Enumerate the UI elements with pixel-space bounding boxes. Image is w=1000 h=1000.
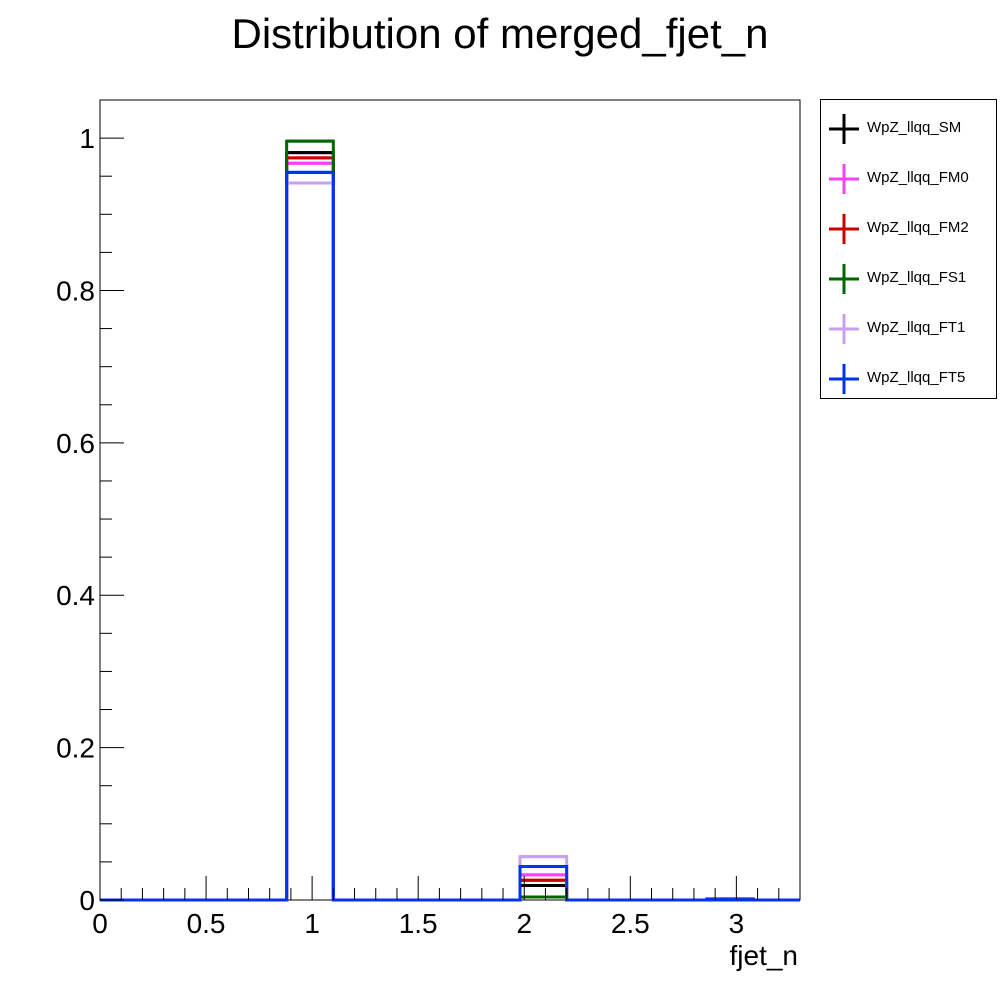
legend-label: WpZ_llqq_FT1	[867, 319, 966, 336]
series-line	[100, 170, 800, 902]
legend-marker-icon	[829, 364, 859, 394]
y-tick-label: 0	[79, 885, 95, 916]
series-line	[100, 181, 800, 902]
series-layer	[100, 139, 800, 902]
x-tick-label: 0	[92, 908, 108, 939]
legend-item: WpZ_llqq_FM2	[821, 204, 997, 254]
y-tick-label: 0.2	[56, 733, 95, 764]
legend-label: WpZ_llqq_FS1	[867, 269, 967, 286]
x-tick-label: 2	[516, 908, 532, 939]
legend-item: WpZ_llqq_FS1	[821, 254, 997, 304]
legend-marker-icon	[829, 214, 859, 244]
y-tick-label: 0.6	[56, 428, 95, 459]
legend-marker-icon	[829, 164, 859, 194]
legend-marker-icon	[829, 314, 859, 344]
series-line	[100, 139, 800, 902]
x-tick-label: 0.5	[187, 908, 226, 939]
y-tick-label: 0.8	[56, 275, 95, 306]
x-tick-label: 2.5	[611, 908, 650, 939]
series-WpZ_llqq_SM	[100, 151, 800, 902]
x-axis-title: fjet_n	[730, 940, 799, 971]
series-WpZ_llqq_FM2	[100, 156, 800, 902]
x-tick-label: 3	[729, 908, 745, 939]
y-tick-label: 0.4	[56, 580, 95, 611]
legend-marker-icon	[829, 114, 859, 144]
legend-item: WpZ_llqq_FT1	[821, 304, 997, 354]
legend-label: WpZ_llqq_SM	[867, 119, 962, 136]
plot-frame	[99, 99, 801, 901]
axis-layer: 0 0.5 1 1.5 2 2.5 3 0 0.2 0.4 0.6 0.8 1	[56, 99, 801, 939]
x-tick-label: 1.5	[399, 908, 438, 939]
legend-label: WpZ_llqq_FT5	[867, 369, 966, 386]
series-line	[100, 156, 800, 902]
legend-marker-icon	[829, 264, 859, 294]
plot-border	[99, 99, 801, 901]
series-WpZ_llqq_FT5	[100, 170, 800, 902]
series-line	[100, 151, 800, 902]
series-WpZ_llqq_FS1	[100, 139, 800, 902]
x-tick-label: 1	[304, 908, 320, 939]
legend-item: WpZ_llqq_FT5	[821, 354, 997, 404]
legend-item: WpZ_llqq_FM0	[821, 154, 997, 204]
legend-label: WpZ_llqq_FM0	[867, 169, 969, 186]
chart-title: Distribution of merged_fjet_n	[231, 10, 769, 57]
legend: WpZ_llqq_SM WpZ_llqq_FM0 WpZ_llqq_FM2 WpZ_l…	[820, 99, 997, 399]
legend-item: WpZ_llqq_SM	[821, 104, 997, 154]
series-line	[100, 161, 800, 902]
legend-label: WpZ_llqq_FM2	[867, 219, 969, 236]
series-WpZ_llqq_FT1	[100, 181, 800, 902]
y-tick-label: 1	[79, 123, 95, 154]
series-WpZ_llqq_FM0	[100, 161, 800, 902]
